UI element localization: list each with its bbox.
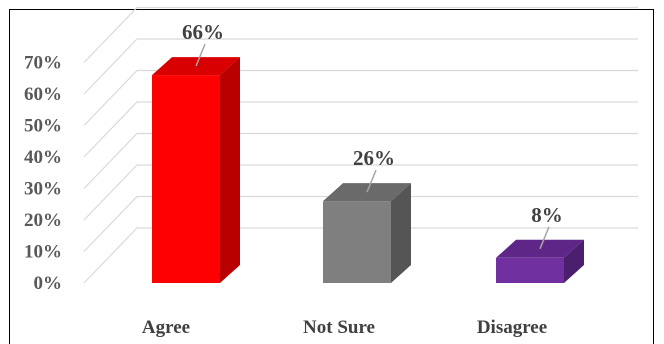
chart-frame (9, 9, 654, 344)
data-label-leader (539, 226, 550, 250)
gridline (83, 132, 638, 189)
category-label: Disagree (477, 317, 547, 338)
data-label: 26% (353, 146, 395, 170)
y-tick-label: 70% (24, 53, 62, 74)
data-label-leader (366, 169, 377, 193)
gridline (83, 69, 638, 126)
y-axis-ticks: 0% 10% 20% 30% 40% 50% 60% 70% (24, 53, 62, 295)
gridline (83, 6, 638, 63)
data-label: 66% (182, 20, 224, 44)
category-label: Agree (142, 317, 190, 338)
bar-side (220, 57, 240, 283)
bar-side (564, 239, 584, 283)
y-tick-label: 60% (24, 84, 62, 105)
y-tick-label: 10% (24, 242, 62, 263)
y-tick-label: 20% (24, 210, 62, 231)
bar-disagree (496, 239, 584, 283)
bar-not-sure (323, 183, 411, 283)
bar-front (496, 257, 564, 283)
gridline (83, 38, 638, 95)
gridline (83, 195, 638, 252)
bar-front (323, 201, 391, 283)
y-tick-label: 50% (24, 116, 62, 137)
data-label: 8% (531, 203, 563, 227)
category-label: Not Sure (303, 317, 375, 338)
y-tick-label: 30% (24, 179, 62, 200)
y-tick-label: 0% (34, 273, 63, 294)
gridlines (83, 6, 638, 284)
y-tick-label: 40% (24, 147, 62, 168)
gridline (83, 164, 638, 221)
data-label-leader (195, 43, 206, 67)
bar-agree (152, 57, 240, 283)
data-labels: 66% 26% 8% (182, 20, 563, 250)
gridline (83, 227, 638, 284)
gridline (83, 101, 638, 158)
category-labels: Agree Not Sure Disagree (142, 317, 547, 338)
bar-front (152, 75, 220, 283)
bar-side (391, 183, 411, 283)
